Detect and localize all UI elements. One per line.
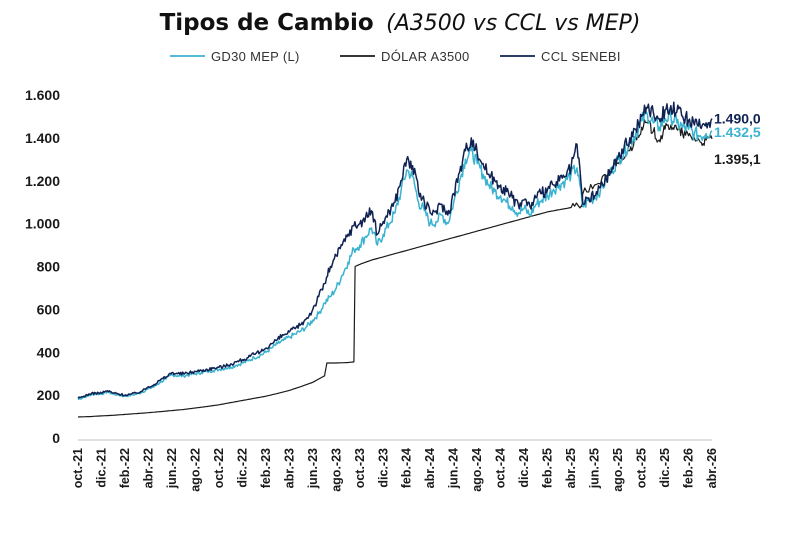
x-tick-label: abr.-25 <box>564 448 578 488</box>
chart-title: Tipos de Cambio (A3500 vs CCL vs MEP) <box>160 10 641 36</box>
x-tick-label: jun.-23 <box>306 448 320 489</box>
y-tick-label: 800 <box>37 259 61 275</box>
legend: GD30 MEP (L) DÓLAR A3500 CCL SENEBI <box>170 49 621 64</box>
x-tick-label: oct.-25 <box>635 448 649 488</box>
x-tick-label: oct.-23 <box>353 448 367 488</box>
x-tick-label: feb.-25 <box>541 448 555 488</box>
x-tick-label: abr.-23 <box>282 448 296 488</box>
x-tick-label: abr.-22 <box>141 448 155 488</box>
x-tick-label: oct.-22 <box>212 448 226 488</box>
y-axis: 0 200 400 600 800 1.000 1.200 1.400 1.600 <box>25 87 60 446</box>
series-line-ccl-senebi <box>77 101 713 399</box>
chart-title-sub: (A3500 vs CCL vs MEP) <box>386 11 640 36</box>
legend-label-mep: GD30 MEP (L) <box>211 49 300 64</box>
x-tick-label: oct.-24 <box>494 448 508 488</box>
legend-label-ccl: CCL SENEBI <box>541 49 621 64</box>
x-tick-label: jun.-22 <box>165 448 179 489</box>
x-tick-label: abr.-24 <box>423 448 437 488</box>
x-axis: oct.-21 dic.-21 feb.-22 abr.-22 jun.-22 ago.-… <box>71 439 719 492</box>
x-tick-label: feb.-26 <box>682 448 696 488</box>
legend-label-a3500: DÓLAR A3500 <box>381 49 470 64</box>
x-tick-label: ago.-22 <box>188 448 202 492</box>
x-tick-label: jun.-25 <box>588 448 602 489</box>
series-lines <box>77 101 713 418</box>
x-tick-label: feb.-24 <box>400 448 414 488</box>
x-tick-label: feb.-22 <box>118 448 132 488</box>
x-tick-label: dic.-25 <box>658 448 672 488</box>
x-tick-label: abr.-26 <box>705 448 719 488</box>
x-tick-label: dic.-22 <box>235 448 249 488</box>
x-tick-label: ago.-23 <box>329 448 343 492</box>
x-tick-label: dic.-21 <box>94 448 108 488</box>
end-value-label: 1.395,1 <box>714 151 761 167</box>
series-line-gd30-mep-l <box>77 108 713 401</box>
end-labels: 1.490,01.432,5 1.395,1 <box>714 111 761 167</box>
x-tick-label: ago.-25 <box>611 448 625 492</box>
x-tick-label: oct.-21 <box>71 448 85 488</box>
y-tick-label: 1.400 <box>25 130 60 146</box>
x-tick-label: jun.-24 <box>447 448 461 489</box>
y-tick-label: 1.200 <box>25 173 60 189</box>
x-tick-label: dic.-23 <box>376 448 390 488</box>
y-tick-label: 1.600 <box>25 87 60 103</box>
end-value-label: 1.490,0 <box>714 111 761 127</box>
x-tick-label: ago.-24 <box>470 448 484 492</box>
y-tick-label: 1.000 <box>25 216 60 232</box>
y-tick-label: 400 <box>37 344 61 360</box>
x-tick-label: dic.-24 <box>517 448 531 488</box>
end-value-label: 1.432,5 <box>714 124 761 140</box>
y-tick-label: 600 <box>37 301 61 317</box>
x-tick-label: feb.-23 <box>259 448 273 488</box>
y-tick-label: 0 <box>52 430 60 446</box>
chart-title-main: Tipos de Cambio <box>160 10 374 36</box>
y-tick-label: 200 <box>37 387 61 403</box>
